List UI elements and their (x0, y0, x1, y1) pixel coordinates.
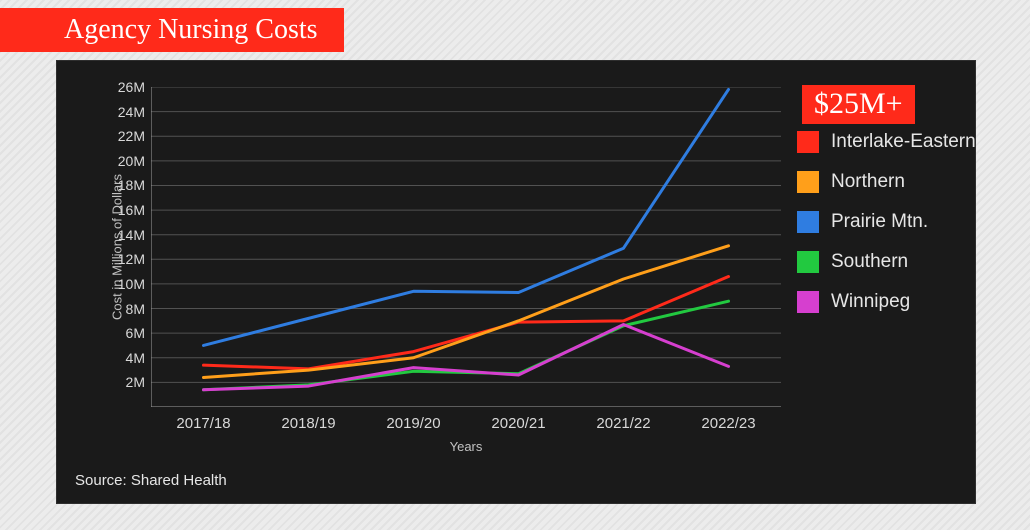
x-tick-label: 2017/18 (176, 407, 230, 432)
y-tick-label: 22M (118, 128, 151, 144)
y-tick-label: 10M (118, 276, 151, 292)
x-tick-label: 2021/22 (596, 407, 650, 432)
y-tick-label: 18M (118, 177, 151, 193)
series-line (204, 89, 729, 345)
y-tick-label: 6M (126, 325, 151, 341)
chart-panel: Cost in Millions of Dollars Years 2M4M6M… (56, 60, 976, 504)
legend-item: Northern (797, 171, 967, 193)
chart-legend: Interlake-Eastern Northern Prairie Mtn. Sou… (797, 131, 967, 331)
series-line (204, 301, 729, 390)
y-tick-label: 12M (118, 251, 151, 267)
series-line (204, 277, 729, 369)
legend-item: Prairie Mtn. (797, 211, 967, 233)
legend-item: Winnipeg (797, 291, 967, 313)
page-title: Agency Nursing Costs (0, 8, 344, 52)
x-tick-label: 2019/20 (386, 407, 440, 432)
legend-item: Interlake-Eastern (797, 131, 967, 153)
legend-swatch (797, 171, 819, 193)
source-attribution: Source: Shared Health (75, 472, 227, 489)
legend-label: Southern (831, 251, 908, 273)
y-axis-label: Cost in Millions of Dollars (110, 174, 125, 320)
legend-label: Winnipeg (831, 291, 910, 313)
y-tick-label: 26M (118, 79, 151, 95)
legend-swatch (797, 291, 819, 313)
legend-swatch (797, 251, 819, 273)
y-tick-label: 16M (118, 202, 151, 218)
x-tick-label: 2022/23 (701, 407, 755, 432)
chart-plot-area: 2M4M6M8M10M12M14M16M18M20M22M24M26M2017/… (151, 87, 781, 407)
legend-item: Southern (797, 251, 967, 273)
legend-label: Prairie Mtn. (831, 211, 928, 233)
x-tick-label: 2018/19 (281, 407, 335, 432)
y-tick-label: 20M (118, 153, 151, 169)
series-line (204, 325, 729, 390)
y-tick-label: 8M (126, 301, 151, 317)
y-tick-label: 24M (118, 104, 151, 120)
y-tick-label: 14M (118, 227, 151, 243)
page-root: Agency Nursing Costs Cost in Millions of… (0, 0, 1030, 530)
x-tick-label: 2020/21 (491, 407, 545, 432)
legend-label: Northern (831, 171, 905, 193)
callout-badge: $25M+ (802, 85, 915, 124)
legend-swatch (797, 131, 819, 153)
legend-label: Interlake-Eastern (831, 131, 976, 153)
x-axis-label: Years (450, 439, 483, 454)
y-tick-label: 4M (126, 350, 151, 366)
y-tick-label: 2M (126, 374, 151, 390)
legend-swatch (797, 211, 819, 233)
